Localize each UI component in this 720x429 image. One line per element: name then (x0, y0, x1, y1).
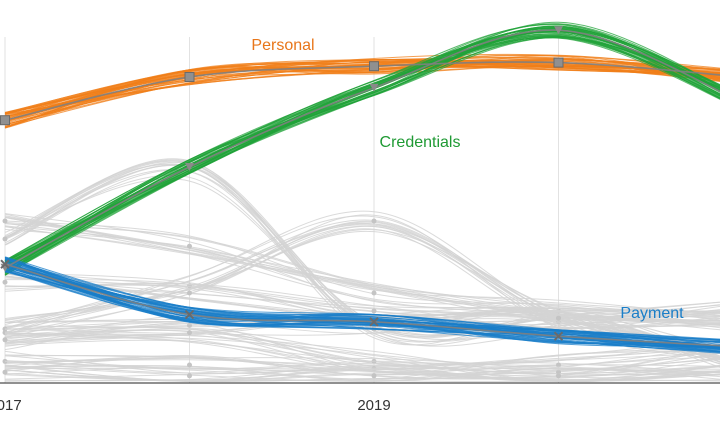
background-point-0-0 (2, 218, 8, 224)
x-tick-label-2019: 2019 (357, 397, 390, 414)
x-tick-labels: 2017 2019 (0, 397, 391, 414)
background-point-7-1 (187, 373, 192, 379)
background-point-3-2 (371, 308, 377, 314)
series-1-line-3 (4, 37, 720, 276)
series-labels: Personal Credentials Payment (251, 37, 684, 322)
series-0-point-3 (553, 57, 564, 68)
series-1-point-3 (554, 26, 563, 35)
background-point-5-1 (187, 330, 192, 336)
series-2-point-1 (184, 309, 195, 320)
background-line-7-3 (4, 364, 720, 382)
series-2-point-2 (369, 317, 379, 327)
background-point-4-3 (556, 315, 561, 321)
background-point-3-0 (2, 279, 8, 285)
series-label-payment: Payment (620, 305, 684, 322)
background-point-1-0 (2, 236, 8, 242)
series-0-point-2 (369, 61, 379, 72)
background-line-6-0 (4, 355, 720, 373)
background-point-2-2 (371, 218, 377, 224)
background-line-7-12 (4, 365, 720, 382)
background-point-5-0 (2, 337, 8, 343)
series-1-line-38 (4, 27, 720, 273)
background-point-7-3 (556, 373, 561, 379)
background-point-7-2 (371, 373, 377, 379)
series-label-personal: Personal (251, 37, 314, 54)
series-2-point-3 (553, 331, 564, 341)
series-layer (0, 21, 720, 354)
background-point-0-1 (187, 243, 192, 249)
series-2-point-0 (0, 259, 10, 269)
x-tick-label-2017: 2017 (0, 397, 22, 414)
series-0-point-1 (184, 72, 195, 82)
series-0-point-0 (0, 115, 10, 126)
background-lines-layer (2, 158, 720, 383)
background-line-0-3 (4, 226, 720, 314)
series-label-credentials: Credentials (380, 134, 461, 151)
series-1-point-2 (369, 83, 379, 92)
background-line-3-13 (4, 275, 720, 326)
background-point-6-3 (556, 362, 561, 368)
background-point-7-0 (2, 369, 8, 375)
series-1-line-33 (4, 30, 720, 267)
background-point-3-1 (187, 290, 192, 296)
background-point-6-1 (187, 362, 192, 368)
series-0-line-38 (4, 59, 720, 120)
series-2-line-37 (4, 256, 720, 352)
background-line-7-13 (4, 360, 720, 382)
background-line-1-10 (4, 160, 720, 347)
series-2-line-33 (4, 267, 720, 349)
background-point-0-2 (371, 290, 377, 296)
series-1-point-1 (185, 163, 194, 171)
series-2-line-38 (4, 270, 720, 349)
background-line-4-11 (4, 306, 720, 360)
series-2-line-39 (4, 259, 720, 347)
